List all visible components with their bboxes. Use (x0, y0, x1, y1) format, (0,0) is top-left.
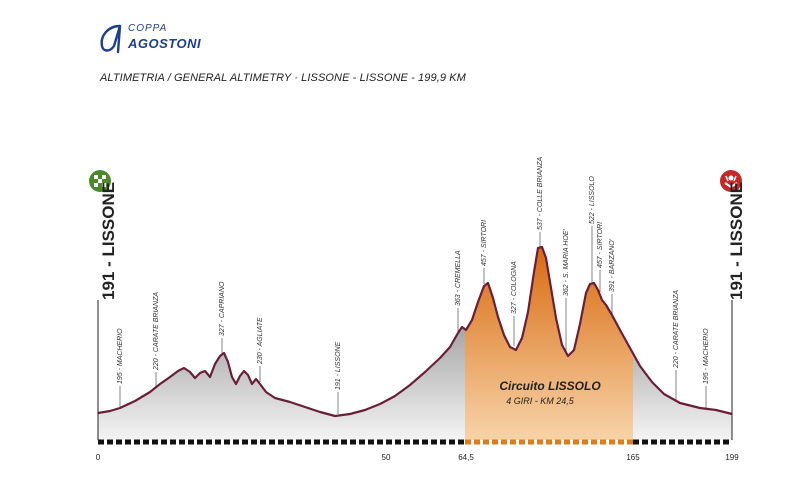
logo-text-agostoni: AGOSTONI (128, 36, 202, 51)
waypoint-label: 363 - CREMELLA (455, 250, 462, 306)
page-title: ALTIMETRIA / GENERAL ALTIMETRY · LISSONE… (100, 72, 466, 84)
waypoint-label: 537 - COLLE BRIANZA (537, 157, 544, 230)
waypoint: 327 - CAPRIANO (219, 281, 226, 354)
start-label: 191 - LISSONE (99, 182, 118, 300)
waypoint: 457 - SIRTORI (597, 222, 604, 292)
km-tick-label: 50 (382, 453, 391, 462)
waypoint: 230 - AGLIATE (257, 317, 264, 382)
circuit-subtitle: 4 GIRI - KM 24,5 (506, 396, 575, 406)
waypoint-label: 391 - BARZANO' (609, 238, 616, 292)
waypoint: 195 - MACHERIO (703, 328, 710, 408)
finish-icon (720, 170, 742, 192)
waypoint: 195 - MACHERIO (117, 328, 124, 408)
waypoint: 363 - CREMELLA (455, 250, 462, 332)
waypoint: 537 - COLLE BRIANZA (537, 157, 544, 246)
waypoint: 220 - CARATE BRIANZA (153, 292, 160, 388)
waypoint-label: 191 - LISSONE (335, 341, 342, 390)
waypoint-label: 457 - SIRTORI (481, 220, 488, 266)
profile-area (98, 247, 732, 440)
km-tick-label: 64,5 (458, 453, 474, 462)
waypoint: 362 - S. MARIA HOE' (563, 229, 570, 352)
coppa-agostoni-logo: COPPA AGOSTONI (98, 22, 228, 58)
finish-label: 191 - LISSONE (727, 182, 746, 300)
km-tick-label: 0 (96, 453, 101, 462)
waypoint: 391 - BARZANO' (609, 238, 616, 314)
waypoint-label: 220 - CARATE BRIANZA (153, 292, 160, 371)
waypoint-label: 362 - S. MARIA HOE' (563, 229, 570, 296)
logo-mark-icon (100, 24, 122, 54)
waypoint-label: 195 - MACHERIO (117, 328, 124, 384)
waypoint: 457 - SIRTORI (481, 220, 488, 284)
waypoint-label: 457 - SIRTORI (597, 222, 604, 268)
checkered-flag-icon (89, 170, 111, 192)
waypoint-label: 195 - MACHERIO (703, 328, 710, 384)
profile-outline (97, 245, 733, 418)
logo-text-coppa: COPPA (128, 23, 168, 34)
waypoint-label: 327 - COLOGNA (511, 261, 518, 314)
waypoint: 220 - CARATE BRIANZA (673, 290, 680, 400)
km-tick-label: 165 (626, 453, 640, 462)
waypoint-label: 522 - LISSOLO (589, 176, 596, 224)
circuit-title: Circuito LISSOLO (499, 379, 601, 393)
waypoint: 522 - LISSOLO (589, 176, 596, 282)
circuit-area (465, 247, 633, 440)
waypoint: 327 - COLOGNA (511, 261, 518, 346)
km-tick-label: 199 (725, 453, 739, 462)
waypoint-label: 220 - CARATE BRIANZA (673, 290, 680, 369)
waypoint-label: 327 - CAPRIANO (219, 281, 226, 336)
waypoint: 191 - LISSONE (335, 341, 342, 414)
waypoint-label: 230 - AGLIATE (257, 317, 264, 365)
